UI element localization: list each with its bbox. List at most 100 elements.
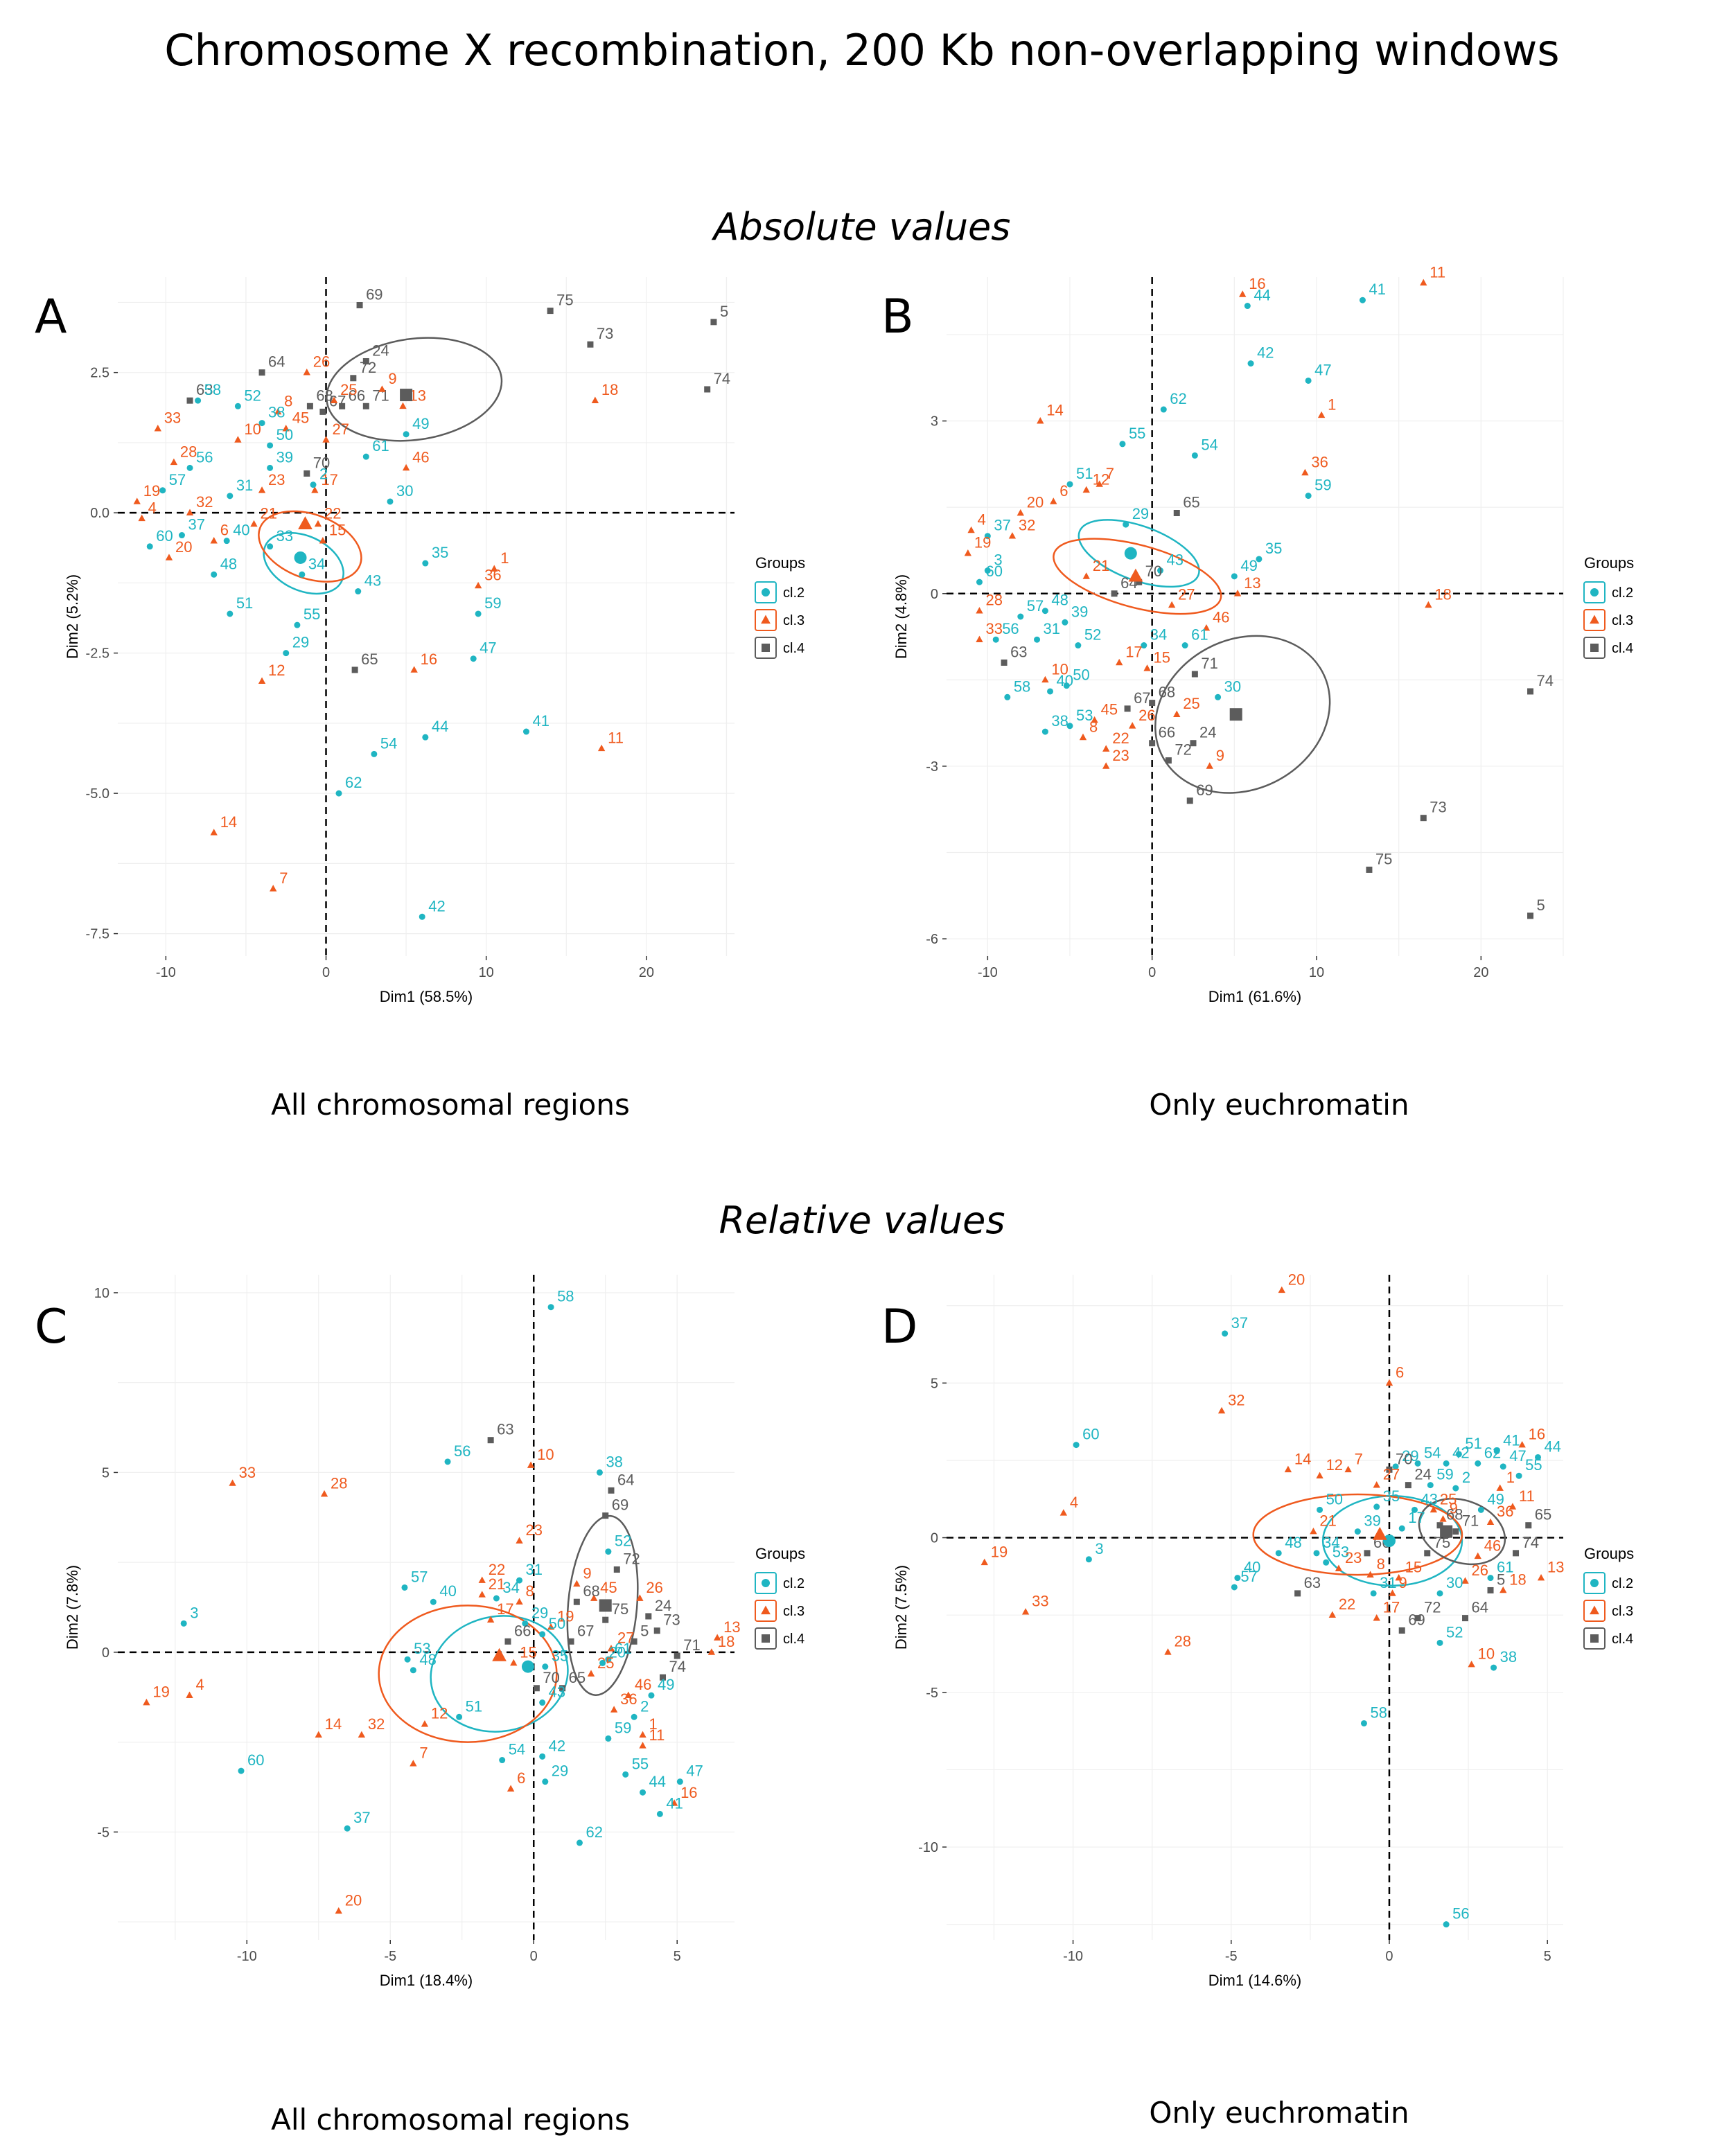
point-label: 11 xyxy=(1519,1487,1535,1505)
data-point xyxy=(1168,601,1176,608)
data-point xyxy=(1452,1528,1459,1535)
data-point xyxy=(1366,1571,1374,1578)
point-label: 44 xyxy=(1254,287,1270,304)
data-point xyxy=(507,1785,515,1792)
point-label: 62 xyxy=(1170,390,1186,407)
point-label: 13 xyxy=(723,1618,740,1636)
point-label: 6 xyxy=(1059,482,1068,500)
point-label: 43 xyxy=(1167,551,1184,569)
point-label: 71 xyxy=(1201,655,1217,672)
point-label: 40 xyxy=(233,522,249,539)
data-point xyxy=(1062,619,1068,626)
data-point xyxy=(1123,521,1129,528)
point-label: 68 xyxy=(583,1582,599,1600)
point-label: 12 xyxy=(1326,1456,1343,1474)
data-point xyxy=(1206,762,1213,769)
data-point xyxy=(410,1667,416,1674)
data-point xyxy=(1344,1465,1352,1473)
x-tick-label: 20 xyxy=(1473,965,1488,980)
centroid-cl4 xyxy=(1229,708,1242,721)
point-label: 24 xyxy=(655,1597,671,1614)
point-label: 58 xyxy=(557,1288,574,1305)
data-point xyxy=(1149,740,1156,747)
point-label: 33 xyxy=(164,409,181,427)
data-point xyxy=(1411,1506,1418,1513)
point-label: 70 xyxy=(313,454,330,471)
data-point xyxy=(229,1479,236,1486)
data-point xyxy=(306,403,313,409)
data-point xyxy=(362,453,369,460)
ellipse-cl2 xyxy=(263,531,344,595)
axes: -10 -5 0 5 -5 0 5 10 Dim1 (18.4%) Dim2 (7.8%) xyxy=(64,1275,735,1989)
point-label: 20 xyxy=(1288,1271,1305,1288)
data-point xyxy=(470,655,477,662)
data-point xyxy=(1443,1921,1450,1928)
data-point xyxy=(410,1760,417,1767)
point-label: 4 xyxy=(195,1676,204,1693)
point-label: 18 xyxy=(1509,1571,1526,1588)
point-label: 31 xyxy=(1044,620,1060,637)
data-point xyxy=(1096,480,1103,487)
data-point xyxy=(1398,1525,1405,1532)
point-label: 64 xyxy=(268,353,285,371)
y-tick-label: -5 xyxy=(97,1825,109,1840)
data-point xyxy=(547,308,554,315)
point-label: 5 xyxy=(640,1622,649,1639)
data-point xyxy=(624,1691,633,1698)
data-point xyxy=(967,526,975,533)
legend-label: cl.2 xyxy=(1612,1576,1633,1591)
data-point xyxy=(1217,1406,1226,1414)
data-point xyxy=(1244,303,1251,310)
point-label: 8 xyxy=(526,1582,534,1600)
legend-title: Groups xyxy=(1584,554,1634,572)
point-label: 1 xyxy=(1506,1469,1515,1486)
point-label: 1 xyxy=(500,549,509,567)
point-label: 36 xyxy=(1497,1503,1513,1520)
data-point xyxy=(1414,1615,1421,1622)
point-label: 68 xyxy=(1159,684,1175,701)
data-point xyxy=(165,554,173,560)
legend-label: cl.3 xyxy=(1612,613,1633,628)
caption-c: All chromosomal regions xyxy=(271,2103,630,2137)
point-label: 56 xyxy=(196,448,213,466)
data-point xyxy=(639,1731,646,1738)
data-point xyxy=(1389,1589,1396,1596)
data-point xyxy=(1317,1506,1323,1513)
y-tick-label: -5.0 xyxy=(86,786,109,802)
point-label: 52 xyxy=(244,387,261,404)
point-label: 21 xyxy=(1319,1512,1336,1530)
point-label: 53 xyxy=(1076,707,1093,724)
data-point xyxy=(344,1825,351,1832)
point-label: 68 xyxy=(1446,1506,1463,1523)
x-axis-label: Dim1 (14.6%) xyxy=(1208,1972,1301,1989)
data-point xyxy=(1186,797,1193,804)
y-tick-label: 0 xyxy=(931,1531,938,1546)
data-point xyxy=(1455,1451,1462,1458)
y-tick-label: -10 xyxy=(918,1840,938,1855)
data-point xyxy=(1294,1590,1301,1597)
point-label: 19 xyxy=(974,534,991,551)
data-point xyxy=(653,1627,660,1634)
point-label: 55 xyxy=(1525,1456,1542,1474)
data-point xyxy=(335,790,342,797)
point-label: 27 xyxy=(1383,1466,1400,1483)
centroid-cl4 xyxy=(1440,1525,1453,1538)
data-point xyxy=(599,1659,606,1666)
point-label: 51 xyxy=(466,1697,482,1715)
data-point xyxy=(1165,757,1172,764)
data-point xyxy=(1386,1466,1393,1473)
data-point xyxy=(1066,723,1073,730)
legend-label: cl.4 xyxy=(783,1632,804,1647)
point-label: 2 xyxy=(1462,1469,1470,1486)
point-label: 33 xyxy=(276,527,293,545)
data-point xyxy=(1496,1484,1504,1491)
data-point xyxy=(1059,1509,1068,1516)
point-label: 67 xyxy=(577,1622,594,1639)
data-point xyxy=(1004,693,1011,700)
point-label: 9 xyxy=(388,370,396,387)
data-point xyxy=(234,436,242,443)
